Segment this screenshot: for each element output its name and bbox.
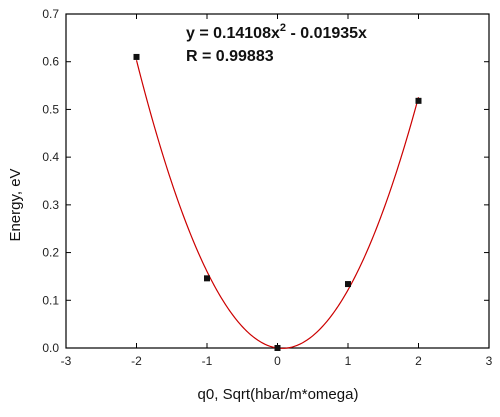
x-tick-label: -1 (202, 354, 213, 368)
x-tick-label: 1 (345, 354, 352, 368)
y-tick-label: 0.5 (42, 102, 59, 116)
data-points-layer (133, 53, 422, 351)
data-point (133, 53, 140, 60)
plot-frame (65, 13, 490, 349)
x-tick-label: 3 (486, 354, 493, 368)
axes (65, 13, 490, 349)
x-tick-label: -2 (131, 354, 142, 368)
y-tick-label: 0.0 (42, 341, 59, 355)
y-tick-label: 0.6 (42, 55, 59, 69)
y-tick-label: 0.1 (42, 293, 59, 307)
y-tick-label: 0.2 (42, 246, 59, 260)
ticks: -3 -2 -1 0 1 2 3 0.0 0.1 0.2 0.3 0.4 0.5 0.6 0.7 (42, 7, 492, 368)
fit-curve (135, 60, 420, 349)
r-value-annotation: R = 0.99883 (186, 48, 274, 65)
fit-curve-layer (135, 60, 420, 349)
y-tick-label: 0.3 (42, 198, 59, 212)
data-point (274, 345, 281, 351)
x-axis-title: q0, Sqrt(hbar/m*omega) (198, 386, 359, 403)
x-tick-label: -3 (61, 354, 72, 368)
y-tick-label: 0.4 (42, 150, 59, 164)
y-axis-title: Energy, eV (7, 168, 24, 241)
data-point (415, 97, 422, 104)
y-tick-label: 0.7 (42, 7, 59, 21)
equation-exponent: 2 (280, 22, 286, 34)
x-tick-label: 2 (415, 354, 422, 368)
data-point (204, 275, 210, 282)
x-tick-label: 0 (274, 354, 281, 368)
data-point (345, 281, 351, 288)
equation-main: y = 0.14108x (186, 25, 280, 42)
equation-tail: - 0.01935x (286, 25, 367, 42)
equation-annotation: y = 0.14108x2 - 0.01935x (186, 22, 367, 42)
